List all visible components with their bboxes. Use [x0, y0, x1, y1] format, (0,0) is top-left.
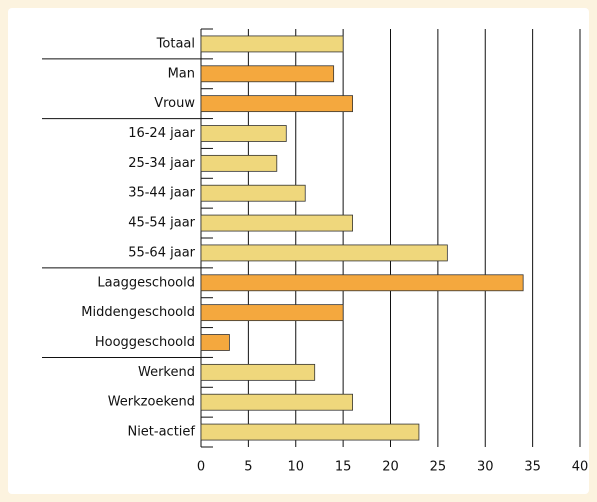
bar [200, 274, 524, 292]
x-tick-label: 0 [197, 460, 205, 475]
x-tick-label: 25 [430, 460, 447, 475]
bar [200, 363, 316, 381]
bar [200, 304, 344, 322]
y-tick-label: Werkzoekend [108, 395, 195, 410]
bar [200, 244, 448, 262]
bar [200, 334, 230, 351]
bar [200, 214, 354, 232]
x-tick-label: 40 [572, 460, 589, 475]
x-tick-label: 35 [524, 460, 541, 475]
y-tick-label: Werkend [138, 365, 195, 380]
y-tick-label: 55-64 jaar [128, 245, 195, 260]
bar [200, 393, 354, 411]
y-tick-label: Laaggeschoold [97, 275, 195, 290]
x-tick-label: 20 [382, 460, 399, 475]
bar [200, 154, 278, 172]
bar [200, 95, 354, 113]
y-tick-label: Niet-actief [127, 425, 195, 440]
x-tick-label: 15 [335, 460, 352, 475]
y-tick-label: Hooggeschoold [95, 335, 195, 350]
bar [200, 65, 335, 83]
x-tick-label: 30 [477, 460, 494, 475]
y-tick-label: Totaal [156, 36, 195, 51]
bar [200, 35, 344, 53]
bar [200, 184, 306, 202]
y-tick-label: 25-34 jaar [128, 156, 195, 171]
y-tick-label: Man [168, 66, 195, 81]
bar [200, 423, 420, 441]
y-tick-label: 35-44 jaar [128, 186, 195, 201]
y-tick-label: Vrouw [154, 96, 195, 111]
group-separators [42, 58, 201, 358]
x-tick-label: 10 [287, 460, 304, 475]
x-tick-label: 5 [244, 460, 252, 475]
y-tick-label: 16-24 jaar [128, 126, 195, 141]
y-tick-label: 45-54 jaar [128, 216, 195, 231]
y-tick-label: Middengeschoold [81, 305, 195, 320]
bar [200, 125, 287, 142]
